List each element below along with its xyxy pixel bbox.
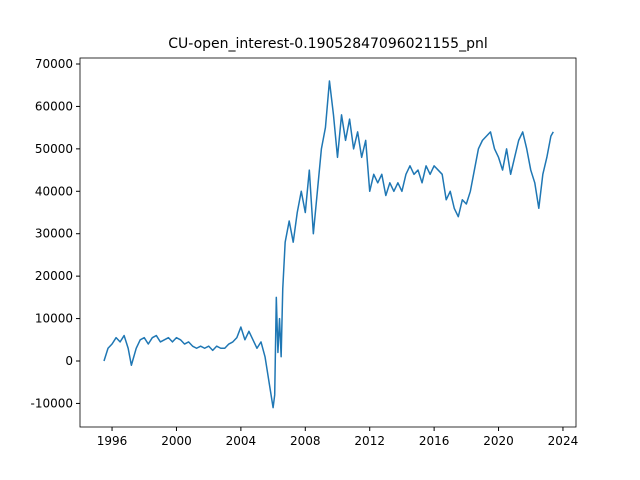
y-tick-label: 50000: [35, 142, 73, 156]
x-tick-label: 2008: [290, 434, 321, 448]
x-tick-label: 1996: [97, 434, 128, 448]
x-tick-label: 2020: [483, 434, 514, 448]
y-tick-label: 60000: [35, 99, 73, 113]
y-tick-label: 70000: [35, 57, 73, 71]
x-tick-label: 2024: [548, 434, 579, 448]
x-tick-label: 2012: [354, 434, 385, 448]
x-tick-label: 2004: [226, 434, 257, 448]
chart-title: CU-open_interest-0.19052847096021155_pnl: [168, 36, 487, 52]
y-tick-label: 40000: [35, 184, 73, 198]
plot-frame: [79, 57, 577, 428]
x-tick-label: 2016: [419, 434, 450, 448]
x-tick-label: 2000: [161, 434, 192, 448]
y-tick-label: 30000: [35, 227, 73, 241]
y-tick-label: -10000: [30, 396, 73, 410]
y-tick-label: 0: [65, 354, 73, 368]
y-tick-label: 20000: [35, 269, 73, 283]
line: [103, 80, 554, 409]
y-tick-label: 10000: [35, 312, 73, 326]
